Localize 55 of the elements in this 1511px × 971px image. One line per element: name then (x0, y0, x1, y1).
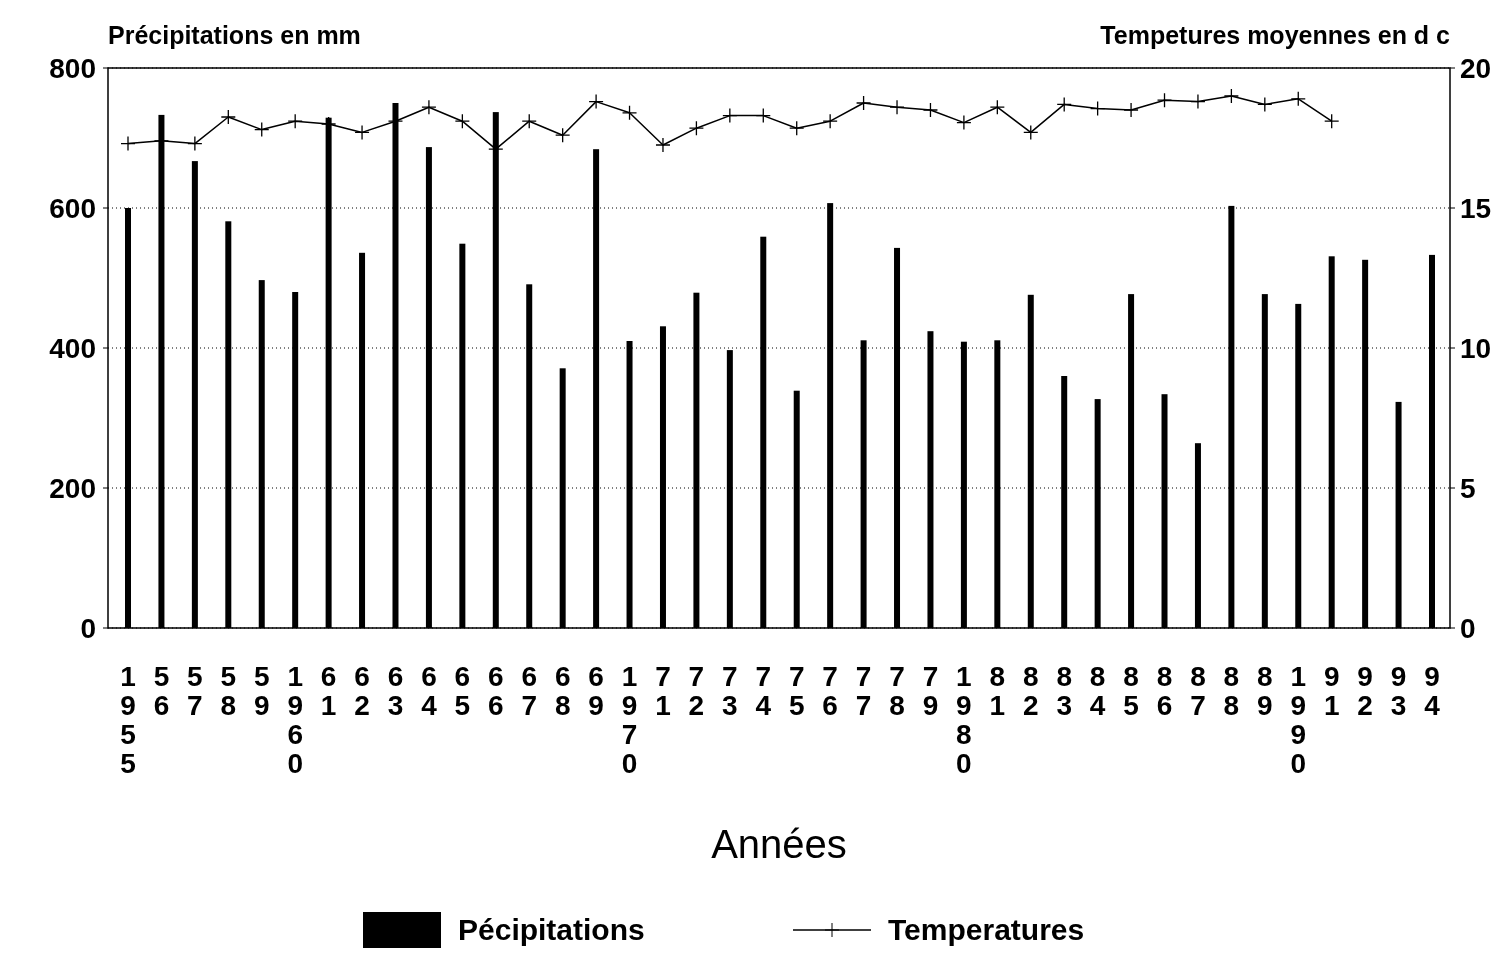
x-tick-label: 65 (454, 661, 471, 721)
x-tick-label: 93 (1390, 661, 1407, 721)
y2-tick-label: 10 (1460, 332, 1492, 364)
x-tick-label: 84 (1089, 661, 1106, 721)
x-tick-label: 86 (1156, 661, 1173, 721)
x-tick-label: 68 (554, 661, 571, 721)
x-tick-label: 64 (421, 661, 438, 721)
x-tick-label: 1960 (287, 661, 303, 779)
x-tick-label: 79 (922, 661, 939, 721)
x-tick-label: 1990 (1290, 661, 1307, 779)
x-tick-label: 72 (688, 661, 705, 721)
legend-label: Temperatures (888, 913, 1085, 946)
x-tick-label: 1980 (956, 661, 972, 779)
x-tick-label: 67 (521, 661, 538, 721)
y2-axis-title: Tempetures moyennes en d c (1100, 21, 1451, 49)
y2-tick-label: 15 (1460, 192, 1492, 224)
x-tick-label: 75 (788, 661, 805, 721)
x-tick-label: 74 (755, 661, 772, 721)
x-tick-label: 73 (722, 661, 738, 721)
x-tick-label: 81 (989, 661, 1006, 721)
x-tick-label: 1955 (120, 661, 136, 779)
x-tick-label: 94 (1424, 661, 1441, 721)
y-axis-title: Précipitations en mm (108, 21, 361, 49)
x-tick-label: 58 (220, 661, 237, 721)
x-tick-label: 71 (655, 661, 671, 721)
x-tick-label: 59 (253, 661, 270, 721)
x-tick-label: 82 (1022, 661, 1039, 721)
x-tick-label: 88 (1223, 661, 1240, 721)
legend-label: Pécipitations (458, 913, 645, 946)
y2-tick-label: 0 (1460, 612, 1476, 644)
x-tick-label: 56 (153, 661, 170, 721)
x-tick-label: 92 (1357, 661, 1373, 721)
y-tick-label: 400 (49, 332, 96, 364)
x-tick-label: 1970 (621, 661, 638, 779)
x-tick-label: 66 (488, 661, 504, 721)
y2-tick-label: 20 (1460, 52, 1492, 84)
x-tick-label: 89 (1257, 661, 1273, 721)
x-tick-label: 78 (889, 661, 905, 721)
x-tick-label: 69 (588, 661, 604, 721)
y-tick-label: 800 (49, 52, 96, 84)
x-tick-label: 87 (1190, 661, 1206, 721)
x-tick-label: 83 (1056, 661, 1072, 721)
y-tick-label: 200 (49, 472, 96, 504)
x-tick-label: 76 (822, 661, 838, 721)
x-tick-label: 91 (1323, 661, 1340, 721)
y-tick-label: 0 (80, 612, 96, 644)
x-tick-label: 77 (855, 661, 872, 721)
y-tick-label: 600 (49, 192, 96, 224)
x-tick-label: 85 (1123, 661, 1139, 721)
x-axis-title: Années (711, 822, 847, 866)
x-tick-label: 63 (387, 661, 404, 721)
x-tick-label: 57 (187, 661, 203, 721)
x-tick-label: 61 (320, 661, 337, 721)
x-tick-label: 62 (354, 661, 370, 721)
y2-tick-label: 5 (1460, 472, 1476, 504)
